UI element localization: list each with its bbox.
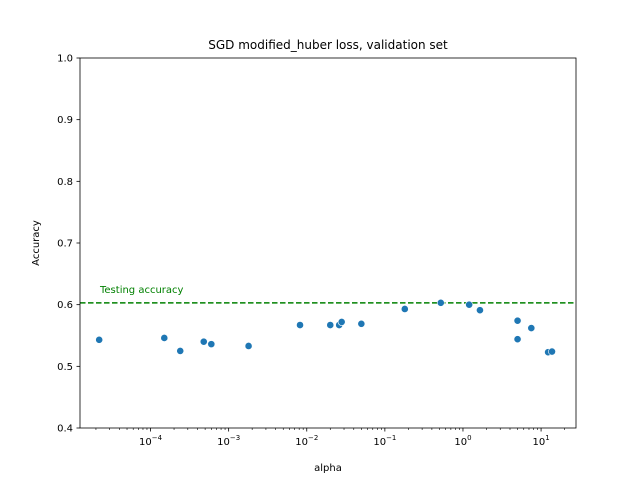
x-tick-label: 10−1	[373, 434, 396, 448]
scatter-point	[527, 324, 536, 332]
scatter-point	[357, 319, 366, 328]
y-tick-label: 0.9	[57, 115, 73, 126]
y-tick-label: 0.7	[57, 239, 73, 250]
scatter-point	[244, 342, 253, 350]
scatter-point	[176, 347, 185, 355]
plot-content: Testing accuracy	[80, 285, 576, 357]
x-axis-label: alpha	[314, 463, 342, 474]
scatter-point	[160, 334, 169, 342]
plot-area	[80, 58, 576, 428]
scatter-point	[513, 316, 522, 325]
x-tick-label: 100	[454, 434, 471, 448]
scatter-point	[296, 321, 304, 329]
y-axis-ticks: 0.4 0.5 0.6 0.7 0.8 0.9 1.0	[57, 54, 80, 435]
x-tick-label: 10−4	[139, 434, 163, 448]
y-tick-label: 0.6	[57, 300, 73, 311]
scatter-point	[337, 318, 346, 326]
reference-line-label: Testing accuracy	[99, 285, 184, 296]
scatter-point	[95, 335, 104, 344]
y-tick-label: 0.5	[57, 362, 73, 373]
scatter-point	[326, 321, 335, 329]
scatter-point	[548, 347, 556, 356]
x-tick-label: 10−3	[217, 434, 240, 448]
scatter-point	[199, 337, 208, 346]
scatter-point	[465, 300, 474, 309]
chart-title: SGD modified_huber loss, validation set	[208, 38, 448, 52]
scatter-point	[476, 306, 484, 315]
y-axis-label: Accuracy	[31, 220, 42, 266]
y-tick-label: 1.0	[57, 54, 73, 65]
x-tick-label: 101	[532, 434, 549, 448]
scatter-point	[400, 305, 409, 313]
x-tick-label: 10−2	[295, 434, 318, 448]
plot-frame	[79, 57, 577, 429]
scatter-point	[207, 340, 216, 349]
y-tick-label: 0.4	[57, 424, 73, 435]
y-tick-label: 0.8	[57, 177, 73, 188]
scatter-point	[513, 335, 522, 344]
scatter-point	[436, 298, 445, 307]
